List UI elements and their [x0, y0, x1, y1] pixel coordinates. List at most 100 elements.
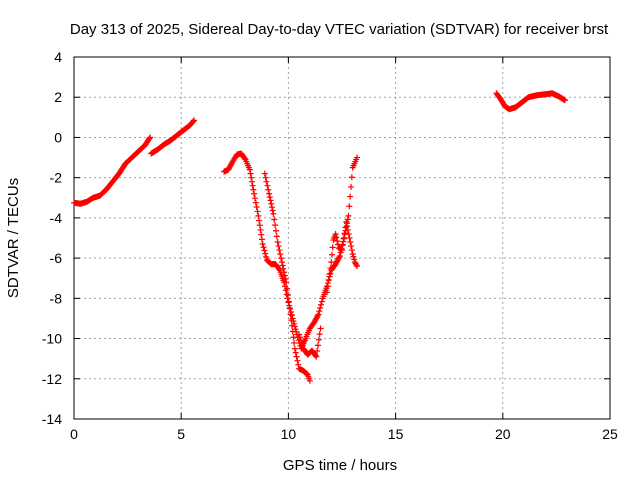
y-tick-label: -10	[42, 331, 62, 347]
data-point	[288, 322, 295, 329]
data-point	[264, 182, 271, 189]
plot-frame	[73, 56, 611, 420]
data-point	[296, 334, 303, 341]
data-point	[191, 117, 198, 124]
data-point	[256, 222, 263, 229]
data-point	[327, 265, 334, 272]
data-point	[251, 190, 258, 197]
x-tick-label: 25	[602, 426, 618, 442]
y-tick-label: 4	[54, 49, 62, 65]
data-point	[248, 178, 255, 185]
y-tick-label: -6	[50, 250, 63, 266]
y-tick-label: -14	[42, 411, 62, 427]
data-point	[259, 241, 266, 248]
chart-title: Day 313 of 2025, Sidereal Day-to-day VTE…	[70, 21, 609, 38]
data-point	[261, 247, 268, 254]
data-point	[281, 272, 288, 279]
data-point	[348, 183, 355, 190]
y-tick-label: -4	[50, 210, 63, 226]
data-point	[288, 317, 295, 324]
data-point	[354, 154, 361, 161]
data-point	[327, 270, 334, 277]
data-point	[326, 271, 333, 278]
data-point	[306, 377, 313, 384]
data-point	[336, 253, 343, 260]
data-point	[249, 182, 256, 189]
data-point	[294, 357, 301, 364]
data-point	[332, 230, 339, 237]
data-point	[314, 312, 321, 319]
data-point	[251, 195, 258, 202]
tick-labels: 0 5 10 15 20 25 -14 -12 -10 -8 -6 -4 -2 0 2 4	[42, 49, 618, 442]
data-point	[291, 345, 298, 352]
data-point	[275, 243, 282, 250]
data-point	[354, 263, 361, 270]
series-segment	[296, 325, 324, 360]
data-point	[296, 331, 303, 338]
data-point	[343, 223, 350, 230]
data-point	[324, 283, 331, 290]
data-point	[313, 353, 320, 360]
data-point	[291, 323, 298, 330]
data-point	[290, 334, 297, 341]
data-point	[283, 291, 290, 298]
y-tick-label: -8	[50, 290, 63, 306]
data-point	[323, 289, 330, 296]
data-point	[344, 226, 351, 233]
data-point	[329, 244, 336, 251]
data-point	[341, 230, 348, 237]
data-point	[256, 217, 263, 224]
data-point	[339, 247, 345, 254]
data-point	[261, 170, 268, 177]
data-point	[316, 308, 323, 315]
data-point	[299, 342, 306, 349]
data-point	[318, 298, 325, 305]
data-point	[274, 239, 281, 246]
data-point	[344, 222, 351, 229]
data-point	[347, 193, 354, 200]
data-point	[350, 253, 357, 260]
x-tick-label: 0	[70, 426, 78, 442]
data-point	[312, 352, 319, 359]
data-point	[561, 97, 568, 104]
data-point	[282, 275, 289, 282]
data-point	[328, 259, 335, 266]
data-point	[241, 155, 248, 162]
data-point	[284, 285, 291, 292]
data-point	[317, 304, 324, 311]
data-point	[336, 254, 343, 261]
data-point	[190, 118, 197, 125]
data-point	[262, 250, 269, 257]
data-point	[248, 174, 255, 181]
data-point	[343, 218, 350, 225]
series-segment	[71, 134, 154, 207]
data-point	[252, 199, 259, 206]
series-segment	[261, 170, 313, 384]
data-point	[284, 292, 291, 299]
data-point	[250, 186, 257, 193]
data-point	[266, 194, 273, 201]
data-point	[339, 241, 346, 248]
y-tick-label: 2	[54, 89, 62, 105]
data-point	[349, 251, 356, 258]
data-point	[279, 262, 286, 269]
data-point	[262, 174, 269, 181]
x-tick-label: 20	[495, 426, 511, 442]
data-point	[333, 234, 340, 241]
data-point	[295, 361, 302, 368]
data-point	[268, 204, 275, 211]
data-point	[146, 135, 153, 142]
grid-lines	[74, 57, 610, 419]
data-point	[267, 197, 274, 204]
data-point	[289, 328, 296, 335]
data-point	[334, 238, 341, 245]
data-point	[255, 212, 262, 219]
data-point	[258, 231, 265, 238]
x-axis-label: GPS time / hours	[283, 457, 397, 474]
data-point	[280, 265, 287, 272]
data-point	[268, 200, 275, 207]
data-point	[277, 251, 284, 258]
series-segment	[493, 90, 568, 113]
data-point	[147, 134, 154, 141]
data-point	[325, 277, 332, 284]
